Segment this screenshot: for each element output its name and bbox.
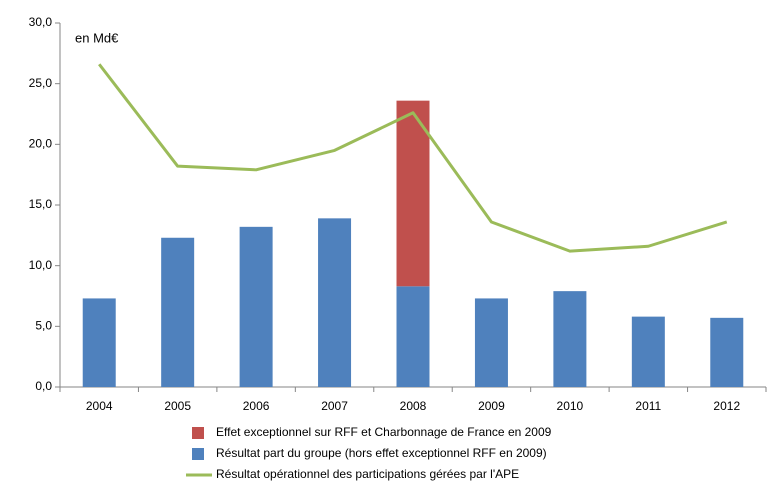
bar (161, 237, 195, 387)
y-tick-label: 5,0 (35, 319, 52, 333)
x-tick-label: 2004 (86, 399, 113, 413)
y-tick-label: 30,0 (29, 15, 53, 29)
y-tick-label: 15,0 (29, 197, 53, 211)
bar (553, 291, 587, 387)
legend-label: Résultat part du groupe (hors effet exce… (216, 446, 547, 460)
legend-swatch (192, 448, 204, 460)
bar (239, 226, 273, 387)
bar (631, 316, 665, 387)
legend-swatch (192, 427, 204, 439)
legend-label: Résultat opérationnel des participations… (216, 467, 519, 481)
bar (710, 317, 744, 387)
y-tick-label: 20,0 (29, 137, 53, 151)
x-tick-label: 2011 (635, 399, 661, 413)
bar (82, 298, 116, 387)
x-tick-label: 2012 (713, 399, 740, 413)
bar (396, 286, 430, 387)
bar (396, 100, 430, 287)
x-tick-label: 2006 (243, 399, 270, 413)
line (98, 63, 728, 253)
x-tick-label: 2005 (164, 399, 191, 413)
x-tick-label: 2010 (557, 399, 584, 413)
bar (318, 218, 352, 387)
legend-label: Effet exceptionnel sur RFF et Charbonnag… (216, 425, 552, 439)
y-tick-label: 10,0 (29, 258, 53, 272)
x-tick-label: 2009 (478, 399, 505, 413)
y-tick-label: 0,0 (35, 379, 52, 393)
y-tick-label: 25,0 (29, 76, 53, 90)
unit-annotation: en Md€ (75, 30, 119, 45)
x-tick-label: 2007 (321, 399, 348, 413)
bar (474, 298, 508, 387)
x-tick-label: 2008 (400, 399, 427, 413)
